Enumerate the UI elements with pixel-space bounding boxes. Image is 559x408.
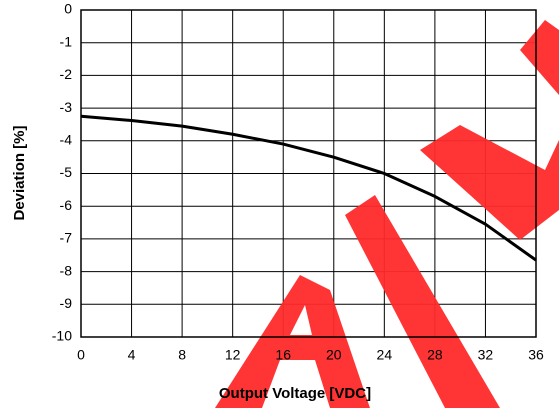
x-tick-label: 36 — [528, 347, 544, 363]
watermark-letter — [345, 195, 500, 408]
y-axis-title: Deviation [%] — [11, 125, 28, 220]
y-tick-label: -4 — [60, 132, 73, 148]
watermark-letter — [215, 275, 370, 408]
y-tick-label: -10 — [52, 328, 72, 344]
y-tick-label: -7 — [60, 230, 73, 246]
y-tick-label: 0 — [64, 1, 72, 17]
line-series — [80, 114, 537, 262]
y-tick-label: -6 — [60, 197, 73, 213]
plot-frame — [80, 9, 537, 338]
plot — [80, 114, 537, 262]
y-tick-label: -1 — [60, 33, 73, 49]
y-tick-label: -2 — [60, 66, 73, 82]
x-tick-label: 28 — [427, 347, 443, 363]
x-tick-label: 4 — [128, 347, 136, 363]
y-tick-label: -8 — [60, 262, 73, 278]
x-tick-label: 16 — [275, 347, 291, 363]
x-tick-label: 12 — [225, 347, 241, 363]
watermark — [215, 20, 559, 408]
watermark-letter — [420, 125, 559, 240]
x-axis-title: Output Voltage [VDC] — [219, 385, 371, 402]
x-tick-label: 20 — [326, 347, 342, 363]
y-tick-label: -9 — [60, 295, 73, 311]
y-tick-label: -3 — [60, 99, 73, 115]
watermark-letter — [520, 20, 559, 95]
x-tick-label: 0 — [77, 347, 85, 363]
x-tick-label: 8 — [178, 347, 186, 363]
x-tick-label: 32 — [478, 347, 494, 363]
y-tick-label: -5 — [60, 164, 73, 180]
x-tick-label: 24 — [377, 347, 393, 363]
